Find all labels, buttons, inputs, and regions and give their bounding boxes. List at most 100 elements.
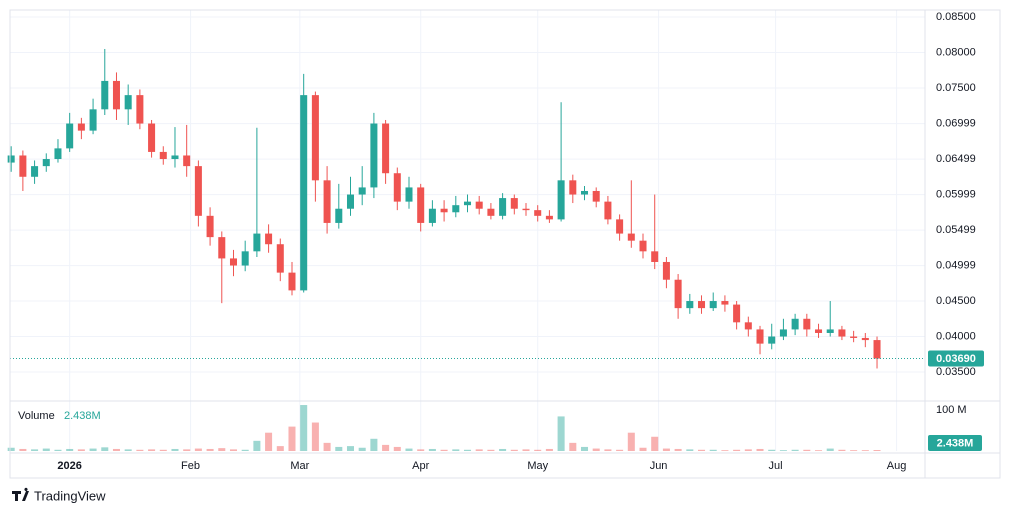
candle-body: [183, 155, 191, 167]
volume-bar: [417, 449, 425, 451]
volume-bar: [253, 440, 261, 451]
volume-bar: [534, 449, 542, 451]
y-tick-label: 0.08000: [936, 46, 976, 58]
candle-body: [428, 208, 436, 223]
x-tick-label: Mar: [290, 460, 309, 472]
volume-bar: [873, 450, 881, 451]
candle-body: [101, 80, 109, 110]
volume-bar: [241, 449, 249, 451]
volume-bar: [604, 449, 612, 451]
candle-body: [709, 301, 717, 309]
volume-bar: [7, 447, 15, 451]
volume-bar: [569, 442, 577, 451]
volume-bar: [31, 449, 39, 451]
volume-bar: [393, 446, 401, 451]
y-tick-label: 0.07500: [936, 82, 976, 94]
volume-bar: [803, 449, 811, 451]
last-volume-label: 2.438M: [937, 437, 974, 449]
candle-body: [744, 322, 752, 330]
volume-bar: [475, 449, 483, 451]
y-tick-label: 0.08500: [936, 11, 976, 23]
y-tick-label: 0.05499: [936, 224, 976, 236]
candle-body: [335, 208, 343, 223]
volume-bar: [218, 448, 226, 451]
volume-bar: [522, 449, 530, 451]
candle-body: [54, 148, 62, 160]
volume-bar: [405, 448, 413, 451]
y-tick-label: 0.04000: [936, 330, 976, 342]
candle-body: [686, 301, 694, 309]
y-tick-label: 0.06499: [936, 153, 976, 165]
volume-bar: [159, 449, 167, 451]
candle-body: [311, 95, 319, 181]
candle-body: [674, 279, 682, 309]
volume-bar: [686, 449, 694, 451]
candle-body: [31, 166, 39, 177]
candle-body: [171, 155, 179, 160]
candle-body: [463, 201, 472, 206]
volume-bar: [452, 449, 460, 451]
candle-body: [651, 251, 659, 262]
candle-body: [241, 251, 249, 266]
volume-legend-name: Volume: [18, 410, 55, 422]
volume-bar: [510, 449, 518, 451]
frame: [9, 9, 1001, 479]
volume-bar: [733, 449, 741, 451]
y-tick-label: 0.04500: [936, 295, 976, 307]
volume-bar: [674, 448, 682, 451]
logo-icon: [12, 487, 29, 501]
volume-bar: [19, 448, 27, 451]
candle-body: [873, 340, 881, 359]
candle-body: [475, 201, 483, 209]
candle-body: [499, 198, 507, 216]
volume-bar: [77, 449, 85, 451]
volume-bar: [756, 448, 764, 451]
volume-bar: [346, 446, 355, 451]
candle-body: [7, 155, 15, 163]
volume-bar: [838, 449, 846, 451]
volume-bar: [124, 449, 132, 451]
candle-body: [148, 123, 156, 152]
candle-body: [206, 215, 214, 238]
volume-bar: [791, 449, 799, 451]
volume-bar: [358, 447, 366, 451]
y-tick-label: 0.04999: [936, 260, 976, 272]
candle-body: [42, 159, 50, 167]
volume-bar: [580, 446, 589, 451]
volume-bar: [183, 449, 191, 451]
candle-body: [510, 198, 518, 209]
candle-body: [803, 318, 811, 330]
candle-body: [627, 233, 635, 241]
volume-bar: [826, 448, 834, 451]
last-price-label: 0.03690: [936, 353, 976, 365]
watermark: TradingView: [34, 488, 106, 503]
volume-bar: [89, 448, 97, 451]
volume-bar: [850, 450, 858, 451]
volume-bar: [112, 448, 120, 451]
volume-bar: [229, 449, 237, 451]
y-tick-label: 0.06999: [936, 118, 976, 130]
volume-bar: [744, 449, 752, 451]
volume-bar: [300, 405, 308, 451]
volume-bar: [428, 448, 436, 451]
volume-bar: [721, 450, 729, 451]
candle-body: [452, 205, 460, 213]
candle-body: [861, 337, 869, 341]
candle-body: [815, 329, 823, 333]
candle-body: [323, 180, 331, 223]
x-tick-label: Apr: [412, 460, 429, 472]
candle-body: [721, 301, 729, 305]
x-tick-label: May: [527, 460, 548, 472]
volume-bar: [779, 450, 787, 451]
candle-body: [440, 208, 448, 213]
candle-body: [534, 210, 542, 216]
volume-bar: [54, 449, 62, 451]
candle-body: [276, 244, 284, 273]
candle-body: [545, 215, 553, 220]
volume-bar: [545, 448, 553, 451]
candle-body: [639, 240, 647, 252]
volume-bar: [861, 450, 869, 451]
volume-bar: [101, 447, 109, 451]
candle-body: [66, 123, 74, 149]
volume-bar: [499, 448, 507, 451]
